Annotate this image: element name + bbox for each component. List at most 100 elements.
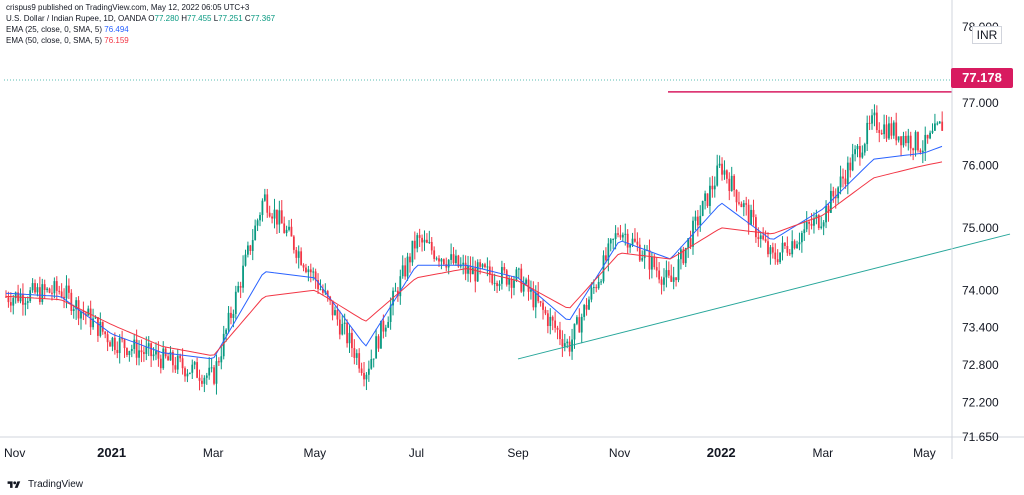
candle-body (687, 238, 690, 248)
candle-body (341, 323, 344, 335)
candle-body (566, 341, 569, 344)
candle-body (118, 337, 121, 354)
candle-body (936, 123, 939, 125)
candle-body (597, 282, 600, 289)
candle-body (208, 367, 211, 376)
candle-body (181, 358, 184, 369)
candle-body (205, 375, 208, 378)
candle-body (537, 292, 540, 302)
candle-body (730, 175, 733, 191)
candle-body (670, 275, 673, 282)
candle-body (375, 336, 378, 359)
candle-body (367, 368, 370, 375)
candle-body (650, 256, 653, 270)
candle-body (527, 279, 530, 292)
candle-body (135, 339, 138, 358)
candle-body (907, 135, 910, 144)
candle-body (793, 241, 796, 249)
candle-body (505, 270, 508, 285)
candle-body (295, 249, 298, 258)
candle-body (188, 372, 191, 374)
candle-body (75, 300, 78, 310)
candlestick-series (5, 104, 944, 395)
candle-body (150, 343, 153, 357)
candle-body (198, 377, 201, 381)
candle-body (184, 368, 186, 377)
candle-body (111, 337, 114, 347)
candle-body (300, 251, 303, 265)
candle-body (580, 316, 583, 333)
candle-body (292, 236, 295, 250)
candle-body (53, 281, 56, 294)
candle-body (128, 351, 131, 355)
candle-body (706, 193, 709, 206)
chart-legend: crispus9 published on TradingView.com, M… (6, 3, 275, 47)
candle-body (51, 292, 53, 294)
candle-body (769, 247, 772, 255)
ema50-value: 76.159 (104, 36, 129, 45)
candle-body (704, 193, 707, 201)
candle-body (776, 259, 779, 263)
candle-body (660, 279, 663, 285)
candle-body (624, 233, 627, 235)
candle-body (172, 351, 174, 366)
candle-body (230, 312, 232, 318)
ema25-value: 76.494 (104, 25, 129, 34)
candle-body (716, 165, 719, 186)
candle-body (491, 274, 494, 284)
candle-body (288, 226, 290, 230)
candle-body (546, 313, 549, 327)
candle-body (752, 209, 755, 218)
candle-body (140, 350, 143, 353)
candle-body (297, 251, 300, 258)
candle-body (413, 240, 416, 249)
candle-body (605, 255, 607, 261)
candle-body (614, 233, 617, 240)
candle-body (481, 264, 484, 267)
candle-body (271, 216, 273, 219)
candle-body (721, 163, 723, 175)
candle-body (750, 209, 752, 225)
ohlc-low-label: L (213, 14, 219, 23)
candle-body (832, 190, 835, 197)
candle-body (159, 358, 162, 369)
candle-body (534, 292, 537, 308)
candle-body (861, 152, 864, 158)
candle-body (370, 359, 373, 369)
candle-body (675, 277, 677, 281)
candle-body (641, 258, 644, 261)
price-tick-label: 72.200 (962, 396, 999, 410)
candle-body (781, 242, 784, 253)
candle-body (41, 284, 44, 303)
candle-body (612, 239, 615, 241)
currency-button[interactable]: INR (972, 26, 1002, 44)
candle-body (334, 310, 336, 316)
candle-body (438, 258, 440, 262)
candle-body (123, 339, 126, 349)
candle-body (626, 233, 629, 248)
candle-body (251, 240, 254, 251)
candle-body (868, 122, 871, 124)
candle-body (60, 291, 63, 297)
candle-body (938, 121, 941, 124)
candle-body (590, 287, 593, 300)
candle-body (457, 255, 460, 267)
candle-body (718, 163, 721, 166)
candle-body (742, 203, 745, 208)
ohlc-open: 77.280 (154, 14, 179, 23)
candle-body (249, 245, 252, 251)
candle-body (820, 226, 823, 229)
candle-body (585, 305, 588, 310)
candle-body (186, 373, 189, 377)
candle-body (234, 291, 237, 314)
ema50-line (6, 161, 943, 356)
candle-body (307, 269, 310, 273)
candle-body (382, 320, 385, 332)
candle-body (162, 348, 165, 369)
candle-body (244, 254, 247, 266)
candle-body (926, 134, 929, 139)
candle-body (268, 212, 271, 217)
symbol-line: U.S. Dollar / Indian Rupee, 1D, OANDA O7… (6, 14, 275, 25)
candle-body (909, 135, 912, 149)
